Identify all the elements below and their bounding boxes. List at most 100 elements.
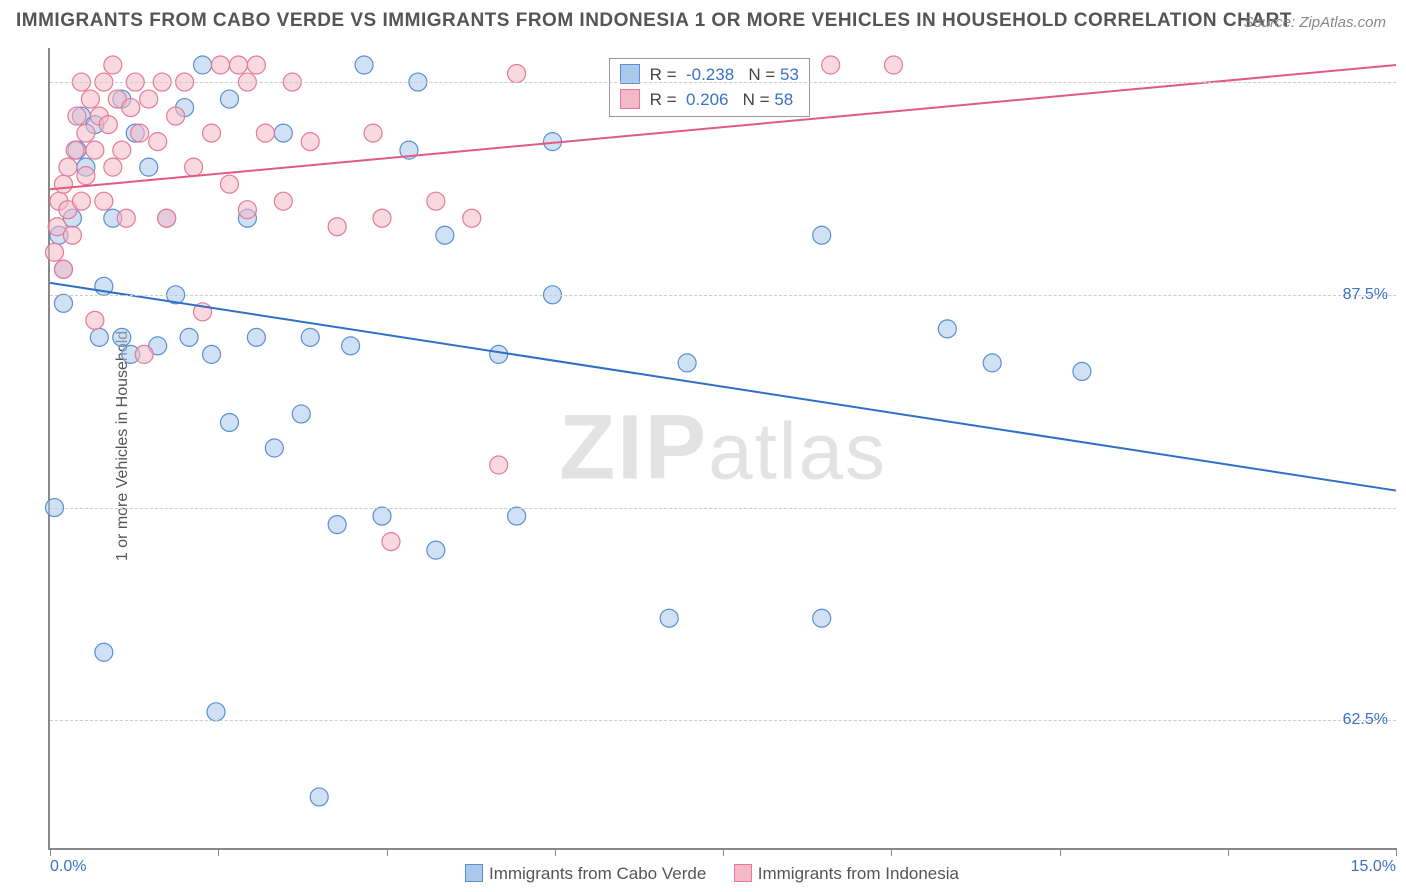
- scatter-point: [122, 99, 140, 117]
- y-tick-label: 62.5%: [1343, 711, 1388, 729]
- source-label: Source: ZipAtlas.com: [1243, 14, 1386, 31]
- scatter-point: [884, 56, 902, 74]
- legend-label: Immigrants from Indonesia: [758, 864, 959, 883]
- x-tick: [1396, 848, 1397, 856]
- scatter-point: [180, 328, 198, 346]
- scatter-point: [158, 209, 176, 227]
- scatter-point: [678, 354, 696, 372]
- scatter-point: [54, 175, 72, 193]
- scatter-point: [54, 260, 72, 278]
- r-value: 0.206: [686, 90, 729, 109]
- x-tick: [50, 848, 51, 856]
- scatter-point: [194, 56, 212, 74]
- scatter-point: [113, 141, 131, 159]
- scatter-point: [220, 413, 238, 431]
- scatter-point: [220, 175, 238, 193]
- scatter-point: [185, 158, 203, 176]
- n-value: 58: [774, 90, 793, 109]
- chart-title: IMMIGRANTS FROM CABO VERDE VS IMMIGRANTS…: [16, 10, 1292, 32]
- scatter-point: [238, 201, 256, 219]
- x-tick: [555, 848, 556, 856]
- trend-line: [50, 283, 1396, 491]
- scatter-point: [104, 56, 122, 74]
- legend-row: R = 0.206 N = 58: [620, 88, 799, 113]
- correlation-legend: R = -0.238 N = 53R = 0.206 N = 58: [609, 58, 810, 117]
- scatter-point: [822, 56, 840, 74]
- gridline: [50, 508, 1396, 509]
- scatter-point: [90, 328, 108, 346]
- scatter-point: [86, 311, 104, 329]
- plot-area: ZIPatlas R = -0.238 N = 53R = 0.206 N = …: [48, 48, 1396, 850]
- scatter-point: [203, 124, 221, 142]
- scatter-point: [274, 124, 292, 142]
- legend-swatch: [620, 64, 640, 84]
- scatter-point: [45, 243, 63, 261]
- scatter-point: [813, 226, 831, 244]
- scatter-point: [104, 158, 122, 176]
- x-tick: [723, 848, 724, 856]
- scatter-point: [95, 643, 113, 661]
- scatter-point: [364, 124, 382, 142]
- scatter-point: [59, 158, 77, 176]
- scatter-point: [77, 124, 95, 142]
- x-tick: [218, 848, 219, 856]
- scatter-point: [382, 533, 400, 551]
- scatter-point: [140, 158, 158, 176]
- legend-label: Immigrants from Cabo Verde: [489, 864, 706, 883]
- scatter-point: [229, 56, 247, 74]
- x-tick: [387, 848, 388, 856]
- scatter-point: [99, 116, 117, 134]
- gridline: [50, 82, 1396, 83]
- scatter-point: [135, 345, 153, 363]
- scatter-point: [256, 124, 274, 142]
- scatter-point: [274, 192, 292, 210]
- x-tick: [891, 848, 892, 856]
- scatter-point: [508, 65, 526, 83]
- scatter-point: [508, 507, 526, 525]
- scatter-point: [86, 141, 104, 159]
- scatter-point: [342, 337, 360, 355]
- scatter-point: [68, 107, 86, 125]
- scatter-point: [373, 507, 391, 525]
- scatter-point: [490, 345, 508, 363]
- scatter-point: [113, 328, 131, 346]
- scatter-point: [292, 405, 310, 423]
- scatter-svg: [50, 48, 1396, 848]
- scatter-point: [220, 90, 238, 108]
- gridline: [50, 720, 1396, 721]
- scatter-point: [490, 456, 508, 474]
- legend-swatch: [620, 89, 640, 109]
- legend-row: R = -0.238 N = 53: [620, 63, 799, 88]
- scatter-point: [117, 209, 135, 227]
- gridline: [50, 295, 1396, 296]
- scatter-point: [72, 192, 90, 210]
- scatter-point: [427, 192, 445, 210]
- scatter-point: [211, 56, 229, 74]
- scatter-point: [203, 345, 221, 363]
- scatter-point: [373, 209, 391, 227]
- y-tick-label: 87.5%: [1343, 286, 1388, 304]
- scatter-point: [328, 218, 346, 236]
- legend-swatch: [734, 864, 752, 882]
- scatter-point: [77, 167, 95, 185]
- scatter-point: [301, 328, 319, 346]
- scatter-point: [247, 328, 265, 346]
- scatter-point: [1073, 362, 1091, 380]
- series-legend: Immigrants from Cabo Verde Immigrants fr…: [0, 864, 1406, 884]
- scatter-point: [938, 320, 956, 338]
- scatter-point: [463, 209, 481, 227]
- scatter-point: [66, 141, 84, 159]
- x-tick: [1060, 848, 1061, 856]
- scatter-point: [149, 133, 167, 151]
- scatter-point: [207, 703, 225, 721]
- scatter-point: [427, 541, 445, 559]
- scatter-point: [247, 56, 265, 74]
- scatter-point: [81, 90, 99, 108]
- scatter-point: [328, 516, 346, 534]
- scatter-point: [355, 56, 373, 74]
- scatter-point: [436, 226, 454, 244]
- scatter-point: [660, 609, 678, 627]
- scatter-point: [131, 124, 149, 142]
- x-tick: [1228, 848, 1229, 856]
- scatter-point: [983, 354, 1001, 372]
